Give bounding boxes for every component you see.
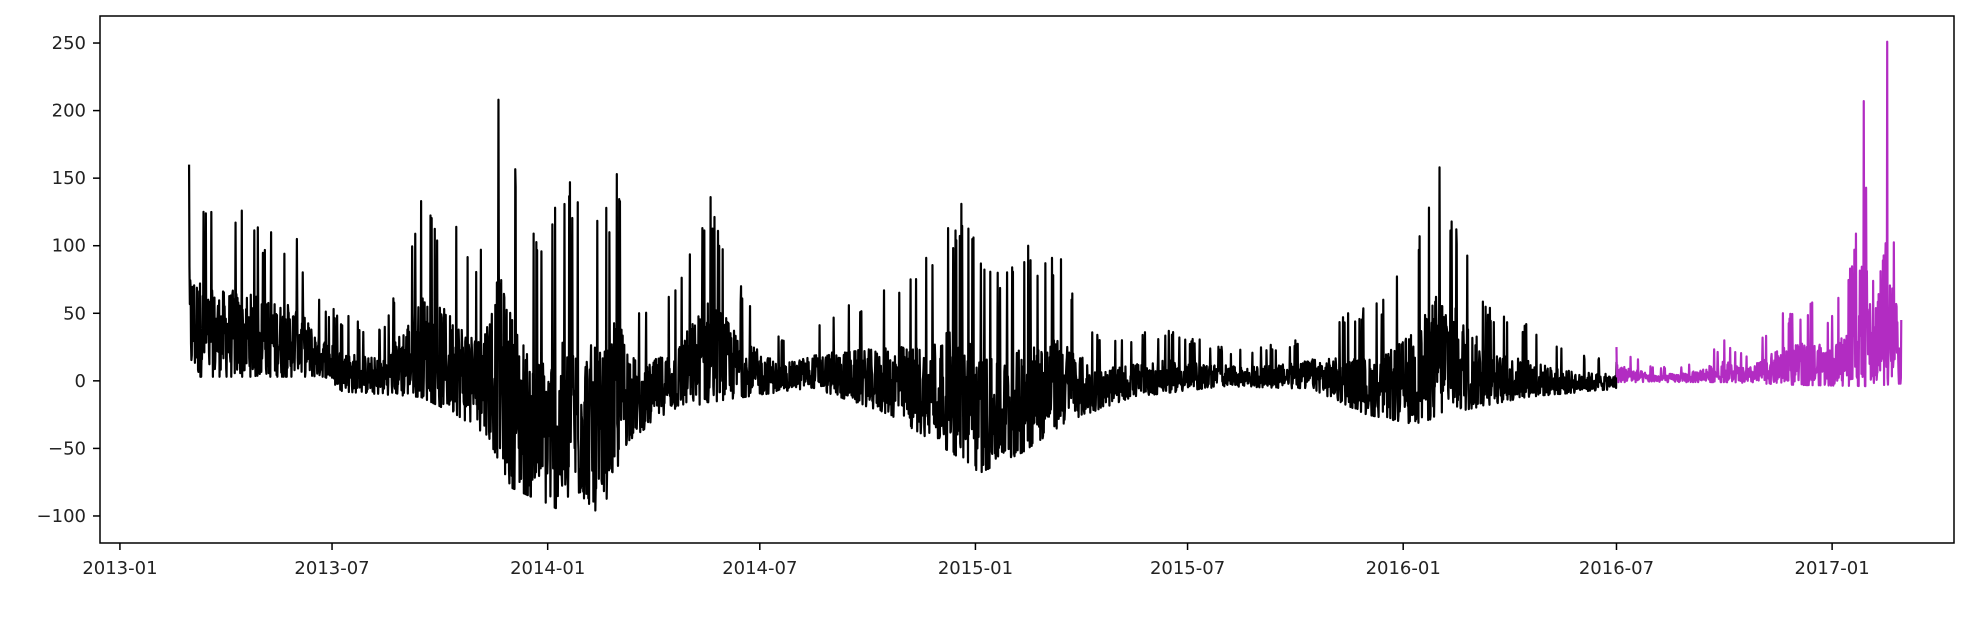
x-tick-label: 2017-01 xyxy=(1795,558,1870,579)
x-tick-label: 2013-01 xyxy=(82,558,157,579)
x-tick-label: 2015-07 xyxy=(1150,558,1225,579)
x-tick-label: 2016-07 xyxy=(1579,558,1654,579)
y-tick-label: 50 xyxy=(63,303,86,324)
y-tick-label: −100 xyxy=(37,506,86,527)
y-tick-label: 150 xyxy=(52,168,86,189)
y-tick-label: 0 xyxy=(75,371,86,392)
series-line-2 xyxy=(1615,40,1903,388)
x-tick-label: 2013-07 xyxy=(294,558,369,579)
y-tick-label: 200 xyxy=(52,101,86,122)
x-tick-label: 2014-07 xyxy=(722,558,797,579)
series-layer xyxy=(187,40,1903,512)
plot-frame xyxy=(99,15,1955,544)
x-tick-label: 2014-01 xyxy=(510,558,585,579)
y-tick-label: 100 xyxy=(52,236,86,257)
x-axis: 2013-01 2013-07 2014-01 2014-07 2015-01 2015-… xyxy=(82,543,1870,579)
y-tick-label: −50 xyxy=(48,438,86,459)
y-tick-label: 250 xyxy=(52,33,86,54)
x-tick-label: 2015-01 xyxy=(938,558,1013,579)
series-line-1 xyxy=(187,98,1618,512)
x-tick-label: 2016-01 xyxy=(1366,558,1441,579)
y-axis: −100 −50 0 50 100 150 200 250 xyxy=(37,33,100,527)
